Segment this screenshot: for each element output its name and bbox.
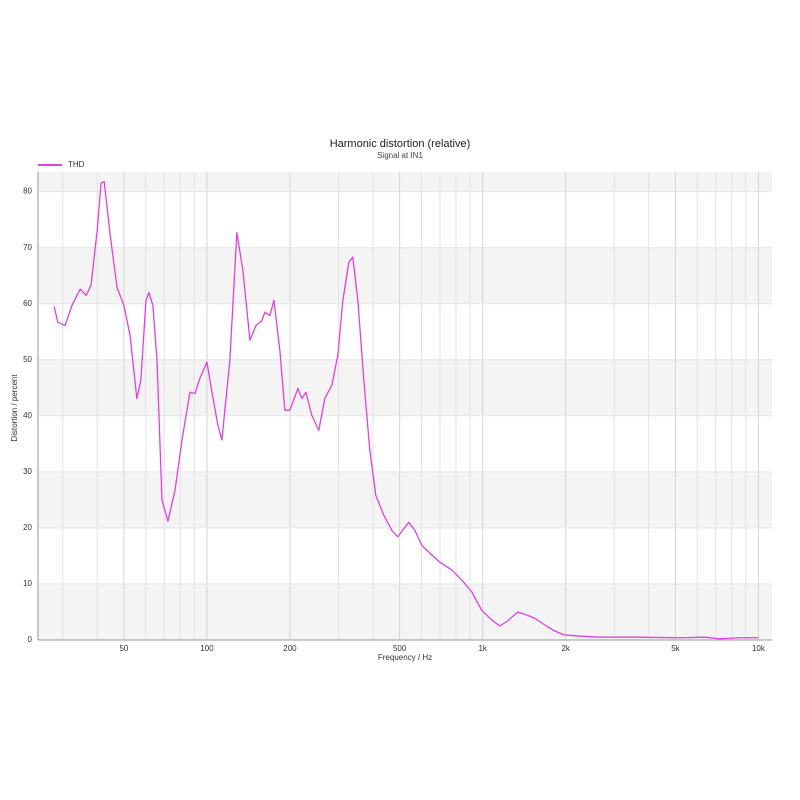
x-tick-label: 10k (752, 644, 766, 653)
x-tick-label: 200 (283, 644, 297, 653)
x-tick-label: 1k (478, 644, 487, 653)
band (38, 359, 772, 416)
y-tick-label: 60 (23, 299, 32, 308)
band (38, 527, 772, 584)
y-tick-label: 70 (23, 243, 32, 252)
x-tick-label: 500 (393, 644, 407, 653)
plot-background (38, 172, 772, 640)
band (38, 303, 772, 360)
band (38, 172, 772, 192)
y-tick-label: 80 (23, 187, 32, 196)
x-tick-label: 50 (119, 644, 128, 653)
y-tick-label: 0 (28, 635, 33, 644)
x-tick-label: 5k (671, 644, 680, 653)
band (38, 415, 772, 472)
y-tick-label: 40 (23, 411, 32, 420)
band (38, 471, 772, 528)
chart-title: Harmonic distortion (relative) (330, 138, 471, 150)
x-tick-label: 2k (561, 644, 570, 653)
y-tick-label: 20 (23, 523, 32, 532)
y-axis-label: Distortion / percent (10, 374, 19, 442)
x-tick-label: 100 (200, 644, 214, 653)
chart-subtitle: Signal at IN1 (377, 151, 423, 160)
y-tick-label: 30 (23, 467, 32, 476)
band (38, 247, 772, 304)
legend-label: THD (68, 160, 85, 169)
x-axis-label: Frequency / Hz (378, 653, 432, 662)
y-tick-label: 10 (23, 579, 32, 588)
y-tick-label: 50 (23, 355, 32, 364)
band (38, 191, 772, 248)
band (38, 583, 772, 640)
series-line (53, 180, 759, 640)
